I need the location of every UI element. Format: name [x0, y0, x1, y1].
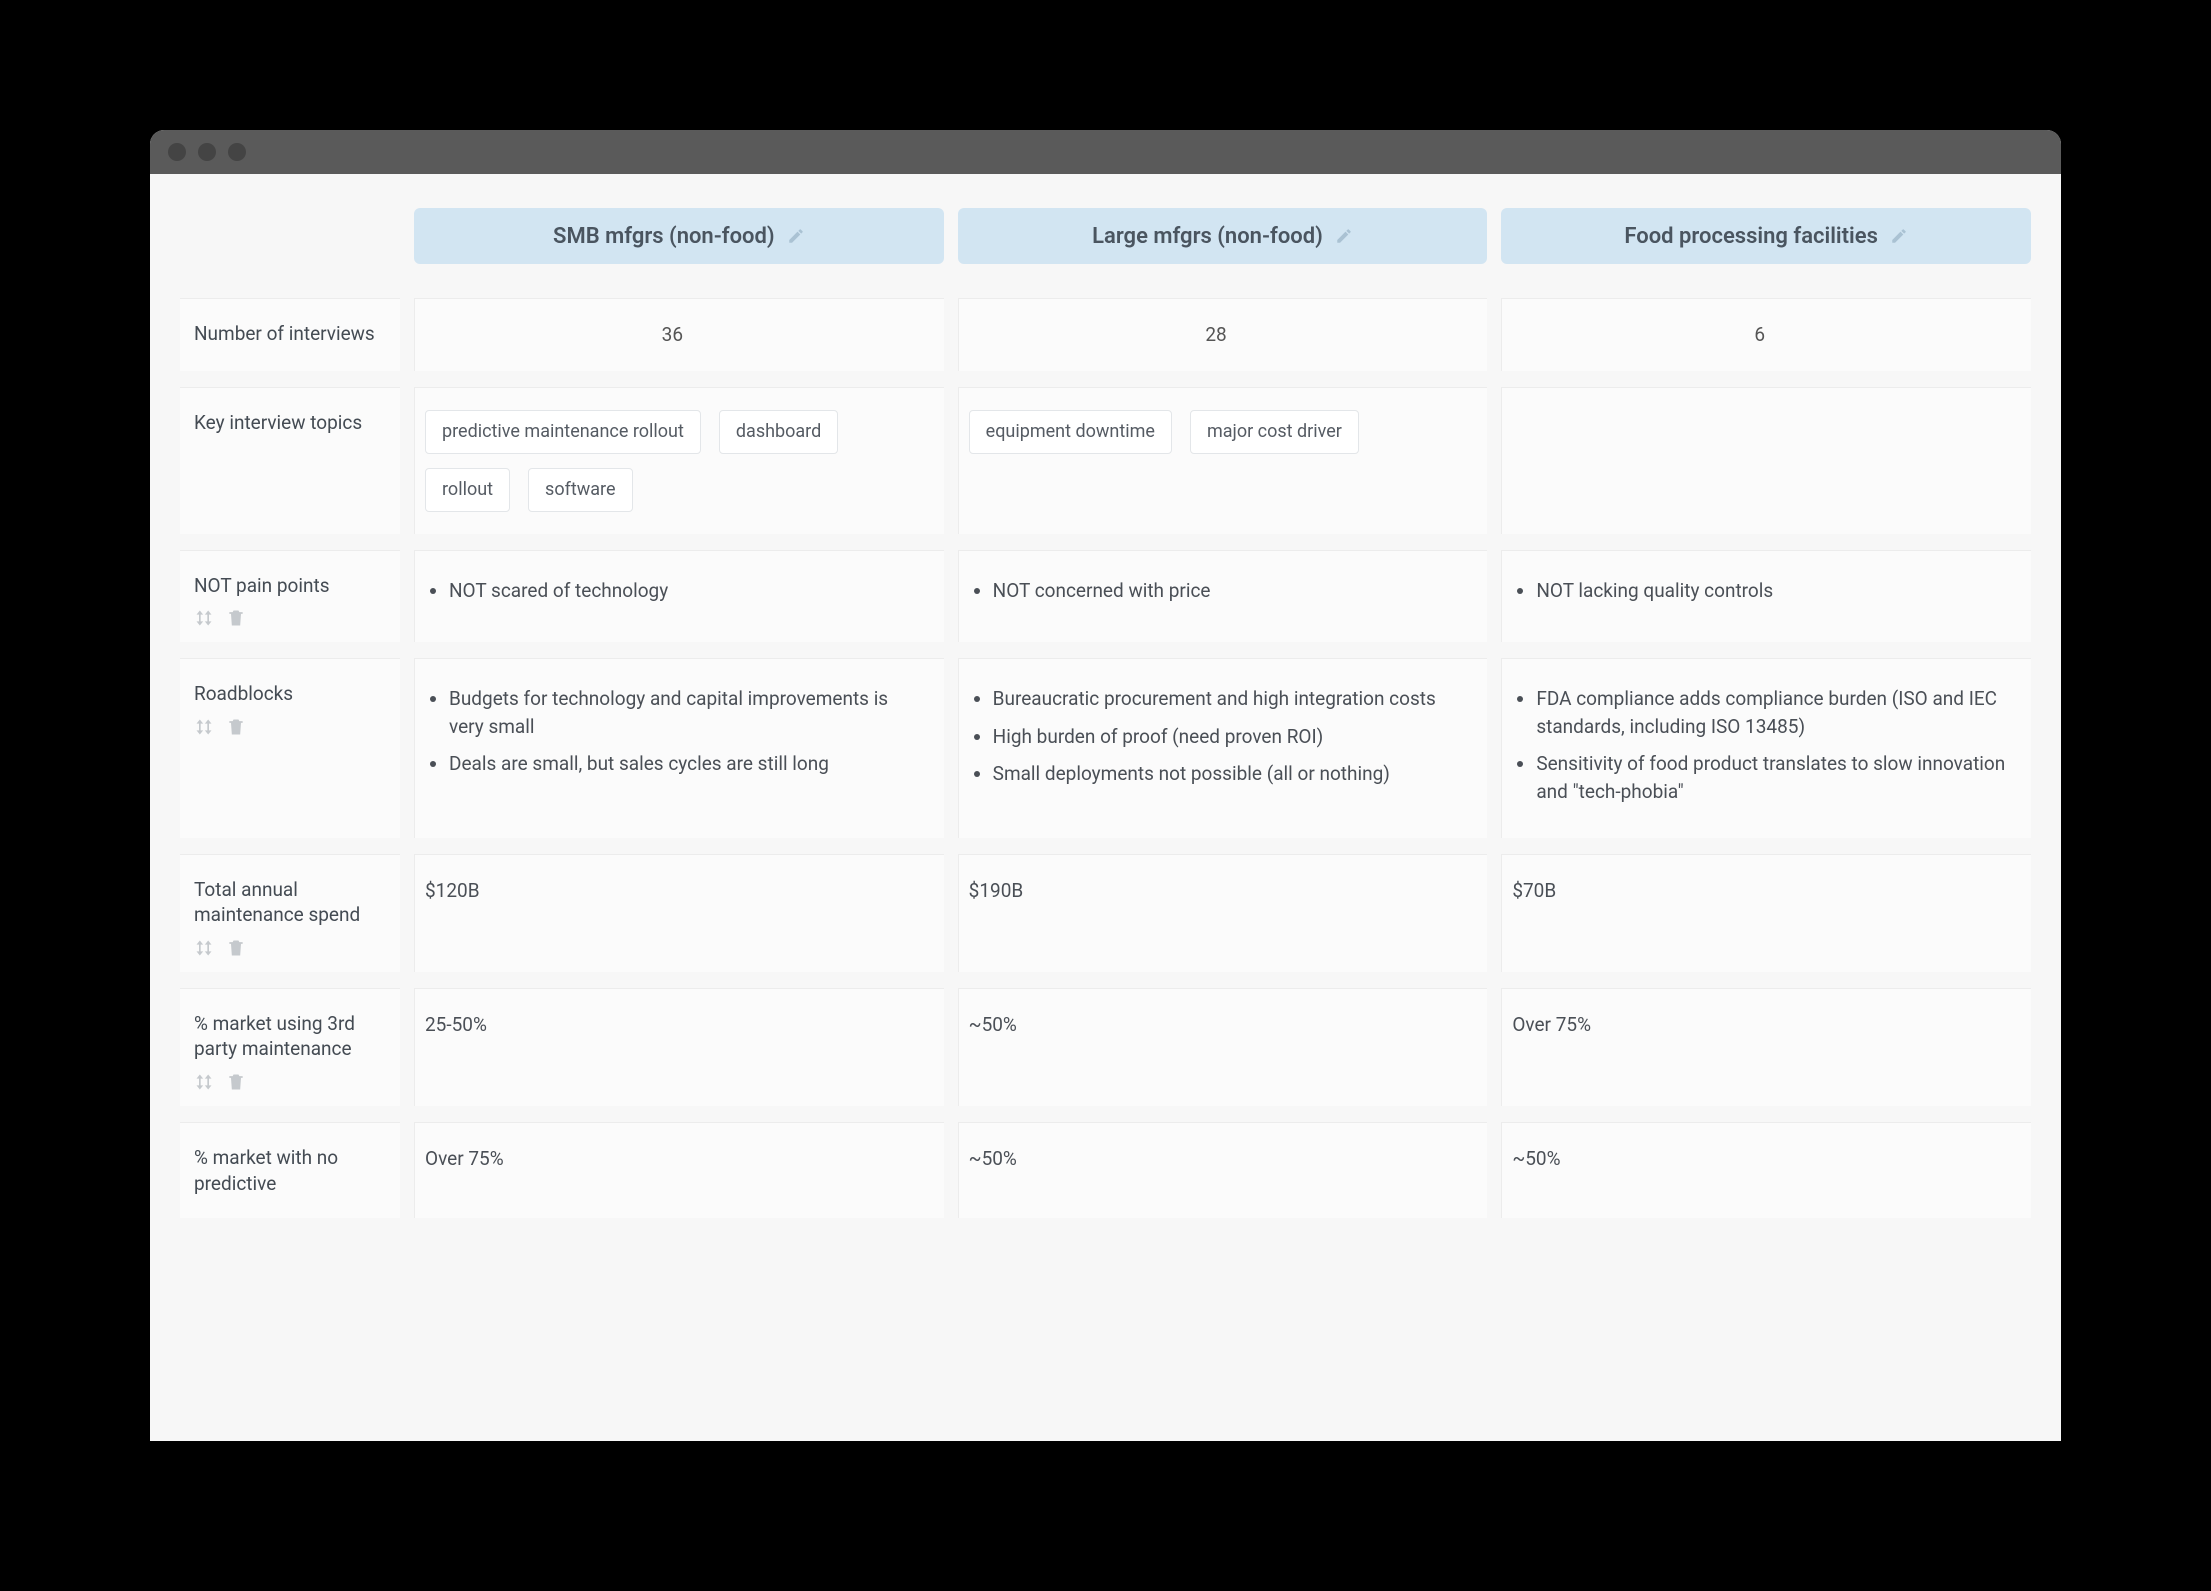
sort-icon[interactable]	[194, 608, 214, 628]
bullet-list: NOT concerned with price	[969, 577, 1464, 605]
bullet-list: NOT lacking quality controls	[1512, 577, 2007, 605]
cell-value: ~50%	[1512, 1147, 1560, 1170]
cell-not_pain-large: NOT concerned with price	[958, 550, 1488, 643]
bullet-list: Budgets for technology and capital impro…	[425, 685, 920, 778]
cell-value: ~50%	[969, 1013, 1017, 1036]
cell-value: 36	[662, 323, 683, 346]
cell-third_party-large: ~50%	[958, 988, 1488, 1106]
cell-third_party-food: Over 75%	[1501, 988, 2031, 1106]
bullet-item: Bureaucratic procurement and high integr…	[993, 685, 1464, 713]
row-label-interviews: Number of interviews	[180, 298, 400, 371]
row-label-text: Number of interviews	[194, 321, 390, 347]
cell-spend-smb: $120B	[414, 854, 944, 972]
bullet-item: Sensitivity of food product translates t…	[1536, 750, 2007, 805]
row-label-text: % market using 3rd party maintenance	[194, 1011, 390, 1062]
trash-icon[interactable]	[226, 717, 246, 737]
trash-icon[interactable]	[226, 1072, 246, 1092]
row-label-roadblocks: Roadblocks	[180, 658, 400, 837]
column-header-large[interactable]: Large mfgrs (non-food)	[958, 208, 1488, 264]
cell-value: $70B	[1512, 879, 1556, 902]
sort-icon[interactable]	[194, 717, 214, 737]
row-label-third_party: % market using 3rd party maintenance	[180, 988, 400, 1106]
column-header-label: Food processing facilities	[1624, 224, 1878, 249]
sort-icon[interactable]	[194, 1072, 214, 1092]
cell-value: 25-50%	[425, 1013, 487, 1036]
cell-interviews-food: 6	[1501, 298, 2031, 371]
cell-not_pain-food: NOT lacking quality controls	[1501, 550, 2031, 643]
cell-topics-smb: predictive maintenance rollout dashboard r…	[414, 387, 944, 534]
row-label-topics: Key interview topics	[180, 387, 400, 534]
column-header-smb[interactable]: SMB mfgrs (non-food)	[414, 208, 944, 264]
bullet-item: NOT scared of technology	[449, 577, 920, 605]
chip-list: equipment downtime major cost driver	[969, 410, 1464, 454]
cell-topics-large: equipment downtime major cost driver	[958, 387, 1488, 534]
cell-not_pain-smb: NOT scared of technology	[414, 550, 944, 643]
bullet-item: High burden of proof (need proven ROI)	[993, 723, 1464, 751]
chip[interactable]: software	[528, 468, 633, 512]
cell-no_predictive-large: ~50%	[958, 1122, 1488, 1218]
row-label-not_pain: NOT pain points	[180, 550, 400, 643]
row-label-spend: Total annual maintenance spend	[180, 854, 400, 972]
bullet-item: Deals are small, but sales cycles are st…	[449, 750, 920, 778]
chip[interactable]: rollout	[425, 468, 510, 512]
trash-icon[interactable]	[226, 608, 246, 628]
column-header-food[interactable]: Food processing facilities	[1501, 208, 2031, 264]
cell-spend-large: $190B	[958, 854, 1488, 972]
bullet-item: NOT lacking quality controls	[1536, 577, 2007, 605]
cell-value: $120B	[425, 879, 480, 902]
cell-roadblocks-food: FDA compliance adds compliance burden (I…	[1501, 658, 2031, 837]
app-window: SMB mfgrs (non-food) Large mfgrs (non-foo…	[150, 130, 2061, 1441]
trash-icon[interactable]	[226, 938, 246, 958]
bullet-item: NOT concerned with price	[993, 577, 1464, 605]
row-label-text: NOT pain points	[194, 573, 390, 599]
cell-interviews-smb: 36	[414, 298, 944, 371]
column-header-label: SMB mfgrs (non-food)	[553, 224, 775, 249]
bullet-item: Budgets for technology and capital impro…	[449, 685, 920, 740]
cell-spend-food: $70B	[1501, 854, 2031, 972]
bullet-list: Bureaucratic procurement and high integr…	[969, 685, 1464, 788]
cell-value: 28	[1205, 323, 1226, 346]
column-header-label: Large mfgrs (non-food)	[1092, 224, 1323, 249]
comparison-table: SMB mfgrs (non-food) Large mfgrs (non-foo…	[150, 174, 2061, 1441]
window-minimize-dot[interactable]	[198, 143, 216, 161]
window-close-dot[interactable]	[168, 143, 186, 161]
cell-no_predictive-food: ~50%	[1501, 1122, 2031, 1218]
row-label-text: Key interview topics	[194, 410, 390, 436]
cell-value: ~50%	[969, 1147, 1017, 1170]
cell-interviews-large: 28	[958, 298, 1488, 371]
window-titlebar	[150, 130, 2061, 174]
cell-roadblocks-smb: Budgets for technology and capital impro…	[414, 658, 944, 837]
row-label-text: % market with no predictive	[194, 1145, 390, 1196]
cell-topics-food	[1501, 387, 2031, 534]
cell-value: 6	[1754, 323, 1765, 346]
chip[interactable]: major cost driver	[1190, 410, 1359, 454]
chip[interactable]: predictive maintenance rollout	[425, 410, 701, 454]
pencil-icon[interactable]	[1335, 227, 1353, 245]
cell-value: $190B	[969, 879, 1024, 902]
chip[interactable]: dashboard	[719, 410, 838, 454]
window-zoom-dot[interactable]	[228, 143, 246, 161]
cell-third_party-smb: 25-50%	[414, 988, 944, 1106]
chip[interactable]: equipment downtime	[969, 410, 1172, 454]
bullet-item: FDA compliance adds compliance burden (I…	[1536, 685, 2007, 740]
row-label-text: Total annual maintenance spend	[194, 877, 390, 928]
row-label-no_predictive: % market with no predictive	[180, 1122, 400, 1218]
cell-no_predictive-smb: Over 75%	[414, 1122, 944, 1218]
bullet-list: FDA compliance adds compliance burden (I…	[1512, 685, 2007, 805]
pencil-icon[interactable]	[787, 227, 805, 245]
pencil-icon[interactable]	[1890, 227, 1908, 245]
cell-value: Over 75%	[1512, 1013, 1591, 1036]
cell-roadblocks-large: Bureaucratic procurement and high integr…	[958, 658, 1488, 837]
sort-icon[interactable]	[194, 938, 214, 958]
bullet-item: Small deployments not possible (all or n…	[993, 760, 1464, 788]
row-label-text: Roadblocks	[194, 681, 390, 707]
cell-value: Over 75%	[425, 1147, 504, 1170]
chip-list: predictive maintenance rollout dashboard r…	[425, 410, 920, 512]
bullet-list: NOT scared of technology	[425, 577, 920, 605]
